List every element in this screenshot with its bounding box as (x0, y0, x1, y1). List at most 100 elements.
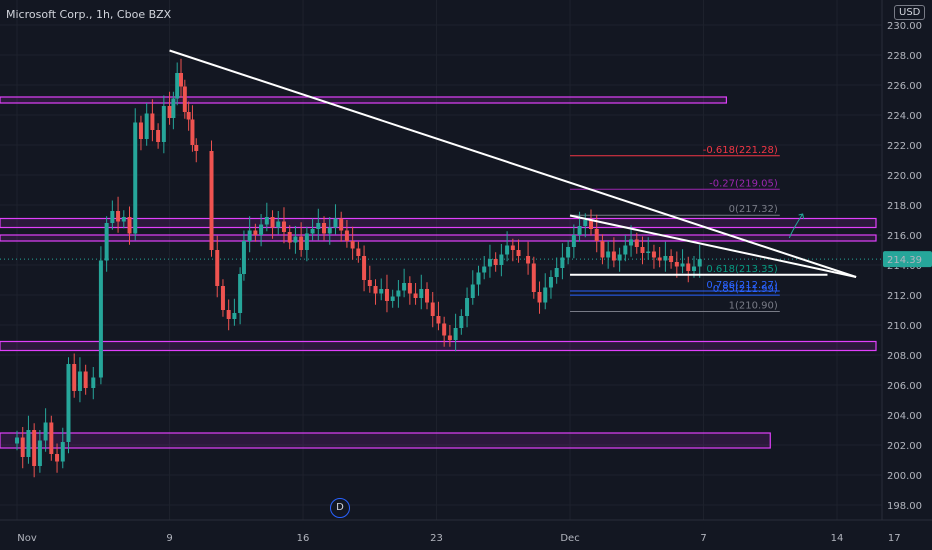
candle-body[interactable] (171, 98, 176, 119)
candle-body[interactable] (543, 287, 548, 303)
candle-body[interactable] (15, 437, 19, 444)
candle-body[interactable] (611, 251, 616, 261)
candle-body[interactable] (259, 224, 264, 236)
candle-body[interactable] (487, 259, 492, 267)
candle-body[interactable] (447, 335, 452, 341)
candle-body[interactable] (589, 220, 594, 229)
candle-body[interactable] (510, 245, 515, 251)
candle-body[interactable] (226, 310, 231, 319)
candle-body[interactable] (594, 229, 599, 241)
candle-body[interactable] (560, 257, 565, 269)
candle-body[interactable] (72, 364, 77, 391)
candle-body[interactable] (310, 229, 315, 234)
candle-body[interactable] (697, 259, 702, 267)
candle-body[interactable] (686, 263, 691, 272)
candle-body[interactable] (55, 454, 60, 462)
candle-body[interactable] (425, 289, 430, 303)
trendline[interactable] (569, 214, 857, 278)
candle-body[interactable] (566, 247, 571, 258)
candle-body[interactable] (121, 217, 126, 222)
candle-body[interactable] (640, 247, 645, 253)
candle-body[interactable] (91, 377, 96, 389)
candle-body[interactable] (77, 371, 82, 392)
candle-body[interactable] (651, 251, 656, 258)
candle-body[interactable] (407, 283, 412, 294)
candle-body[interactable] (276, 221, 281, 228)
candle-body[interactable] (674, 262, 679, 267)
candle-body[interactable] (49, 422, 54, 455)
candle-body[interactable] (333, 218, 338, 228)
candle-body[interactable] (680, 263, 685, 267)
candle-body[interactable] (390, 296, 395, 302)
candle-body[interactable] (493, 259, 498, 265)
candle-body[interactable] (350, 241, 355, 249)
candle-body[interactable] (476, 272, 481, 285)
candle-body[interactable] (617, 254, 622, 261)
candle-body[interactable] (43, 422, 48, 441)
candle-body[interactable] (66, 364, 71, 442)
candle-body[interactable] (104, 223, 109, 261)
candle-body[interactable] (133, 122, 138, 234)
candle-body[interactable] (396, 290, 401, 297)
candle-body[interactable] (606, 251, 611, 258)
candle-body[interactable] (367, 280, 372, 286)
candle-body[interactable] (623, 245, 628, 255)
candle-body[interactable] (384, 289, 389, 301)
candle-body[interactable] (482, 266, 487, 273)
candle-body[interactable] (663, 256, 668, 261)
candle-body[interactable] (270, 217, 275, 228)
support-resistance-zone[interactable] (0, 234, 877, 242)
candle-body[interactable] (327, 227, 332, 234)
candle-body[interactable] (691, 266, 696, 272)
candle-body[interactable] (505, 245, 510, 255)
candle-body[interactable] (287, 232, 292, 243)
candle-body[interactable] (583, 220, 588, 226)
candle-body[interactable] (316, 223, 321, 229)
candle-body[interactable] (253, 230, 258, 236)
candle-body[interactable] (657, 257, 662, 261)
support-resistance-zone[interactable] (0, 217, 877, 229)
support-resistance-zone[interactable] (0, 96, 728, 104)
candle-body[interactable] (537, 292, 542, 303)
candle-body[interactable] (182, 86, 187, 113)
candle-body[interactable] (600, 241, 605, 258)
price-axis[interactable] (882, 0, 932, 550)
candle-body[interactable] (83, 371, 88, 389)
candle-body[interactable] (413, 293, 418, 299)
candle-body[interactable] (571, 235, 576, 247)
candle-body[interactable] (127, 217, 132, 234)
candle-body[interactable] (60, 442, 65, 462)
candle-body[interactable] (669, 256, 674, 262)
time-axis[interactable] (0, 520, 932, 550)
candle-body[interactable] (499, 254, 504, 266)
candle-body[interactable] (20, 437, 25, 458)
candle-body[interactable] (110, 211, 115, 223)
candle-body[interactable] (209, 151, 214, 250)
candle-body[interactable] (322, 223, 327, 234)
candle-body[interactable] (577, 226, 582, 235)
candle-body[interactable] (264, 217, 269, 225)
support-resistance-zone[interactable] (0, 340, 877, 352)
candle-body[interactable] (442, 323, 447, 336)
candle-body[interactable] (156, 130, 161, 142)
candle-body[interactable] (430, 302, 435, 317)
candle-body[interactable] (150, 113, 155, 131)
candle-body[interactable] (232, 313, 237, 319)
candle-body[interactable] (179, 73, 184, 87)
candle-body[interactable] (629, 239, 634, 246)
candle-body[interactable] (646, 251, 651, 254)
candle-body[interactable] (293, 236, 298, 243)
candle-body[interactable] (215, 250, 220, 286)
candle-body[interactable] (161, 106, 166, 142)
candle-body[interactable] (402, 283, 407, 291)
candle-body[interactable] (362, 256, 367, 280)
candle-body[interactable] (98, 260, 103, 378)
candle-body[interactable] (138, 122, 143, 140)
candle-body[interactable] (373, 286, 378, 294)
dividend-marker[interactable]: D (330, 498, 350, 518)
candle-body[interactable] (247, 230, 252, 242)
candle-body[interactable] (281, 221, 286, 233)
candle-body[interactable] (516, 250, 521, 256)
candle-body[interactable] (144, 113, 149, 140)
